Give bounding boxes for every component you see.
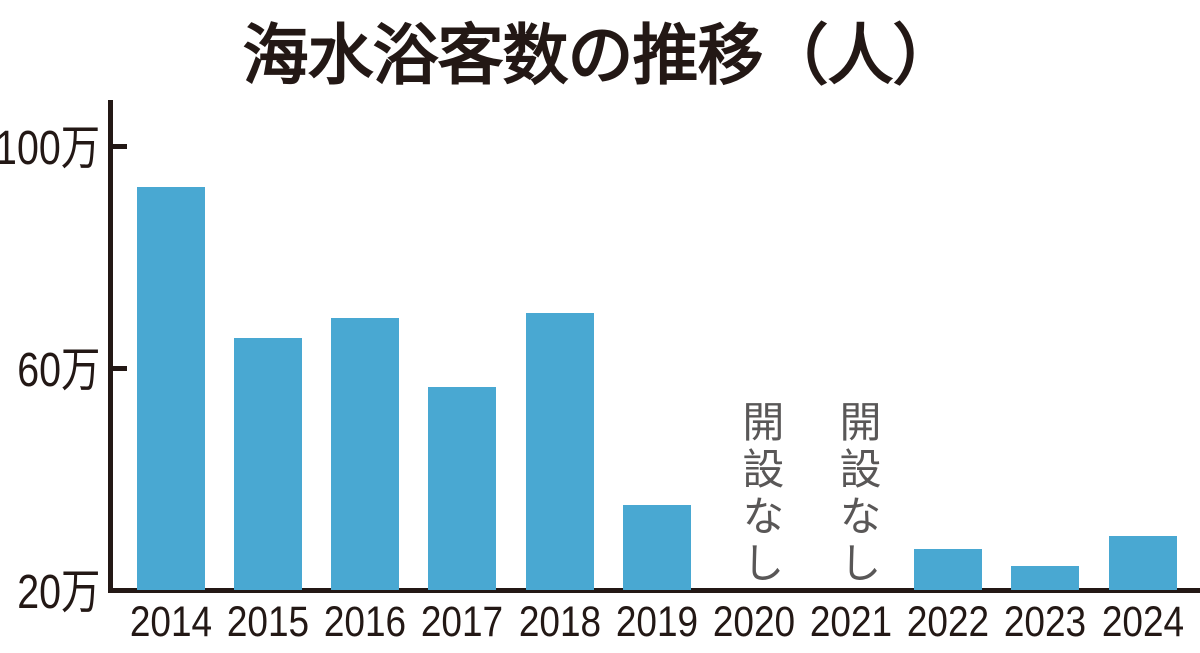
x-tick-label-2020: 2020	[712, 598, 796, 646]
x-tick-label-2016: 2016	[324, 598, 407, 646]
bar-2024	[1108, 536, 1177, 590]
bar-2017	[428, 386, 497, 590]
x-tick-label-2017: 2017	[421, 598, 504, 646]
x-tick-label-2015: 2015	[227, 598, 310, 646]
y-tick-100	[113, 143, 127, 149]
y-tick-label-60: 60万	[16, 343, 100, 397]
bar-2016	[331, 318, 400, 590]
x-tick-label-2024: 2024	[1101, 598, 1184, 646]
bar-2015	[234, 338, 303, 590]
x-tick-label-2022: 2022	[907, 598, 990, 646]
no-data-annotation-2021: 開設なし	[834, 400, 882, 588]
y-tick-label-20: 20万	[16, 566, 100, 620]
x-tick-label-2018: 2018	[518, 598, 601, 646]
x-tick-label-2023: 2023	[1004, 598, 1087, 646]
chart-title: 海水浴客数の推移（人）	[242, 18, 959, 92]
y-axis-line	[108, 100, 113, 592]
no-data-annotation-2020: 開設なし	[736, 400, 784, 588]
y-tick-60	[113, 365, 127, 371]
x-tick-label-2021: 2021	[809, 598, 893, 646]
bar-2023	[1011, 566, 1080, 590]
bar-2019	[622, 504, 691, 590]
bar-2014	[137, 187, 205, 590]
x-tick-label-2014: 2014	[129, 598, 213, 646]
bar-2022	[914, 548, 983, 590]
x-axis-line	[108, 588, 1200, 593]
bar-2018	[525, 313, 594, 590]
x-tick-label-2019: 2019	[615, 598, 698, 646]
y-tick-label-100: 100万	[0, 121, 100, 175]
